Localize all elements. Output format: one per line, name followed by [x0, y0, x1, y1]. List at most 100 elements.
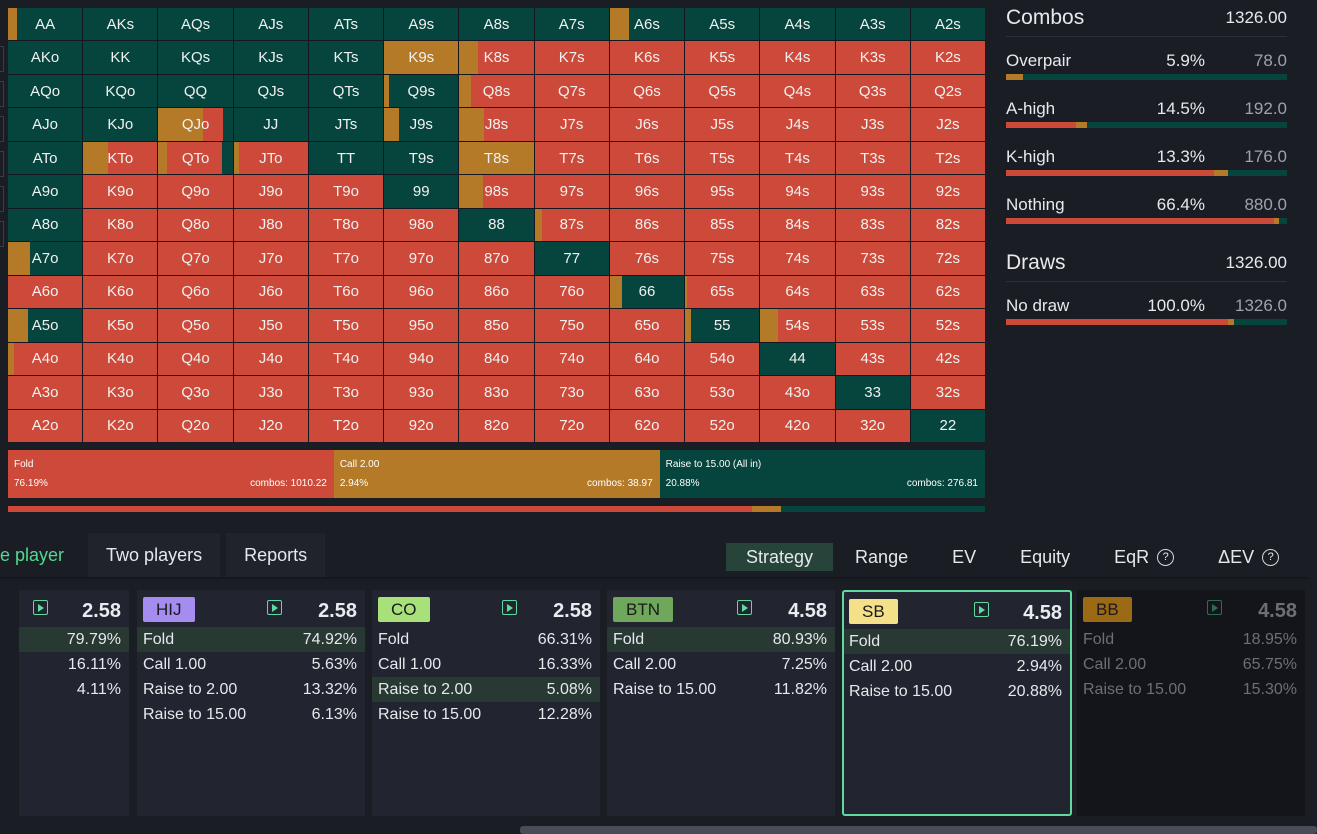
- hand-cell-87o[interactable]: 87o: [459, 242, 534, 275]
- hand-cell-J4s[interactable]: J4s: [760, 108, 835, 141]
- play-icon[interactable]: [267, 600, 282, 615]
- hand-cell-TT[interactable]: TT: [308, 141, 384, 175]
- hand-cell-K4s[interactable]: K4s: [760, 41, 835, 74]
- hand-cell-86s[interactable]: 86s: [609, 208, 685, 242]
- hand-cell-A7s[interactable]: A7s: [534, 8, 609, 41]
- hand-cell-KQs[interactable]: KQs: [158, 41, 233, 74]
- hand-cell-Q7s[interactable]: Q7s: [534, 74, 609, 108]
- hand-cell-64o[interactable]: 64o: [609, 342, 685, 376]
- hand-cell-T5o[interactable]: T5o: [308, 309, 384, 342]
- hand-cell-62o[interactable]: 62o: [609, 409, 685, 442]
- action-row[interactable]: Call 1.00 5.63%: [137, 652, 365, 677]
- hand-cell-A6o[interactable]: A6o: [8, 275, 83, 309]
- hand-cell-92o[interactable]: 92o: [384, 409, 459, 442]
- hand-cell-66[interactable]: 66: [609, 275, 685, 309]
- hand-cell-J2o[interactable]: J2o: [233, 409, 308, 442]
- hand-cell-Q6s[interactable]: Q6s: [609, 74, 685, 108]
- hand-cell-QJs[interactable]: QJs: [233, 74, 308, 108]
- action-row[interactable]: Call 1.00 16.33%: [372, 652, 600, 677]
- action-box-fold[interactable]: Fold 76.19% combos: 1010.22: [8, 450, 334, 498]
- hand-cell-92s[interactable]: 92s: [910, 175, 985, 208]
- action-row[interactable]: Call 2.00 2.94%: [844, 654, 1070, 679]
- hand-cell-A9o[interactable]: A9o: [8, 175, 83, 208]
- hand-cell-22[interactable]: 22: [910, 409, 985, 442]
- hand-cell-J2s[interactable]: J2s: [910, 108, 985, 141]
- edge-tab[interactable]: [0, 116, 4, 142]
- hand-cell-A9s[interactable]: A9s: [384, 8, 459, 41]
- hand-cell-84o[interactable]: 84o: [459, 342, 534, 376]
- hand-cell-T9s[interactable]: T9s: [384, 141, 459, 175]
- hand-cell-Q9s[interactable]: Q9s: [384, 74, 459, 108]
- hand-cell-75s[interactable]: 75s: [685, 242, 760, 275]
- hand-cell-83o[interactable]: 83o: [459, 376, 534, 409]
- hand-cell-95o[interactable]: 95o: [384, 309, 459, 342]
- hand-cell-QTs[interactable]: QTs: [308, 74, 384, 108]
- hand-cell-Q8s[interactable]: Q8s: [459, 74, 534, 108]
- play-icon[interactable]: [737, 600, 752, 615]
- hand-cell-A3s[interactable]: A3s: [835, 8, 910, 41]
- play-icon[interactable]: [1207, 600, 1222, 615]
- action-row[interactable]: Call 2.00 65.75%: [1077, 652, 1305, 677]
- hand-cell-93o[interactable]: 93o: [384, 376, 459, 409]
- hand-cell-76o[interactable]: 76o: [534, 275, 609, 309]
- hand-cell-JTs[interactable]: JTs: [308, 108, 384, 141]
- action-row[interactable]: Raise to 2.00 13.32%: [137, 677, 365, 702]
- action-row[interactable]: Raise to 2.00 5.08%: [372, 677, 600, 702]
- hand-cell-84s[interactable]: 84s: [760, 208, 835, 242]
- hand-cell-A8s[interactable]: A8s: [459, 8, 534, 41]
- edge-tab[interactable]: [0, 81, 4, 107]
- hand-cell-J8o[interactable]: J8o: [233, 208, 308, 242]
- play-icon[interactable]: [502, 600, 517, 615]
- hand-cell-97s[interactable]: 97s: [534, 175, 609, 208]
- hand-cell-73s[interactable]: 73s: [835, 242, 910, 275]
- hand-cell-44[interactable]: 44: [760, 342, 835, 376]
- hand-cell-AKo[interactable]: AKo: [8, 41, 83, 74]
- hand-cell-98o[interactable]: 98o: [384, 208, 459, 242]
- hand-cell-K2s[interactable]: K2s: [910, 41, 985, 74]
- hand-cell-T4o[interactable]: T4o: [308, 342, 384, 376]
- hand-cell-85o[interactable]: 85o: [459, 309, 534, 342]
- hand-cell-72o[interactable]: 72o: [534, 409, 609, 442]
- hand-cell-T8s[interactable]: T8s: [459, 141, 534, 175]
- hand-cell-K7s[interactable]: K7s: [534, 41, 609, 74]
- hand-cell-82s[interactable]: 82s: [910, 208, 985, 242]
- hand-cell-94s[interactable]: 94s: [760, 175, 835, 208]
- edge-tab[interactable]: [0, 186, 4, 212]
- hand-cell-J3s[interactable]: J3s: [835, 108, 910, 141]
- hand-cell-K3o[interactable]: K3o: [83, 376, 158, 409]
- hand-cell-KTo[interactable]: KTo: [83, 141, 158, 175]
- tab-ev[interactable]: EV: [930, 543, 998, 571]
- hand-cell-Q9o[interactable]: Q9o: [158, 175, 233, 208]
- hand-cell-T5s[interactable]: T5s: [685, 141, 760, 175]
- hand-cell-A5o[interactable]: A5o: [8, 309, 83, 342]
- stat-row[interactable]: Overpair 5.9% 78.0: [1006, 37, 1287, 85]
- hand-cell-AJs[interactable]: AJs: [233, 8, 308, 41]
- hand-cell-A2s[interactable]: A2s: [910, 8, 985, 41]
- hand-cell-Q6o[interactable]: Q6o: [158, 275, 233, 309]
- hand-cell-32s[interactable]: 32s: [910, 376, 985, 409]
- player-card-btn[interactable]: BTN 4.58 Fold 80.93% Call 2.00 7.25% Raise to …: [607, 590, 835, 816]
- hand-cell-Q7o[interactable]: Q7o: [158, 242, 233, 275]
- hand-cell-T6o[interactable]: T6o: [308, 275, 384, 309]
- hand-cell-J6o[interactable]: J6o: [233, 275, 308, 309]
- tab-δev[interactable]: ΔEV?: [1196, 543, 1301, 571]
- action-row[interactable]: Raise to 15.00 20.88%: [844, 679, 1070, 704]
- hand-cell-98s[interactable]: 98s: [459, 175, 534, 208]
- action-row[interactable]: Fold 74.92%: [137, 627, 365, 652]
- hand-cell-88[interactable]: 88: [459, 208, 534, 242]
- hand-cell-Q3s[interactable]: Q3s: [835, 74, 910, 108]
- hand-cell-QQ[interactable]: QQ: [158, 74, 233, 108]
- hand-cell-Q4s[interactable]: Q4s: [760, 74, 835, 108]
- hand-cell-KQo[interactable]: KQo: [83, 74, 158, 108]
- hand-cell-42o[interactable]: 42o: [760, 409, 835, 442]
- action-box-raise[interactable]: Raise to 15.00 (All in) 20.88% combos: 276…: [659, 450, 985, 498]
- hand-cell-73o[interactable]: 73o: [534, 376, 609, 409]
- hand-cell-72s[interactable]: 72s: [910, 242, 985, 275]
- hand-cell-53s[interactable]: 53s: [835, 309, 910, 342]
- help-icon[interactable]: ?: [1157, 548, 1175, 566]
- hand-cell-77[interactable]: 77: [534, 242, 609, 275]
- hand-cell-42s[interactable]: 42s: [910, 342, 985, 376]
- hand-cell-K2o[interactable]: K2o: [83, 409, 158, 442]
- action-row[interactable]: 16.11%: [19, 652, 129, 677]
- hand-cell-T6s[interactable]: T6s: [609, 141, 685, 175]
